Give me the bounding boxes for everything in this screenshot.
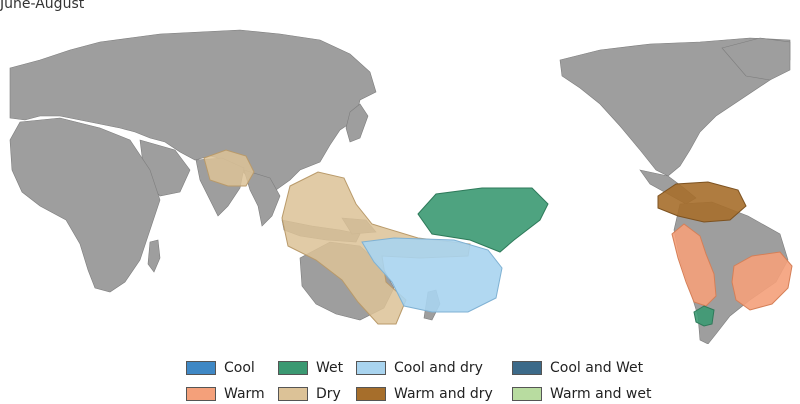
- legend-item-cool-and-wet: Cool and Wet: [512, 358, 643, 378]
- legend-swatch-dry: [278, 387, 308, 401]
- region-warm-west-south-america: [671, 223, 717, 307]
- legend-label: Warm and dry: [394, 386, 493, 402]
- greenland-landmass: [721, 37, 791, 81]
- legend-item-warm-and-wet: Warm and wet: [512, 384, 651, 404]
- legend-label: Wet: [316, 360, 344, 376]
- africa-landmass: [9, 117, 161, 293]
- legend-swatch-warm-and-dry: [356, 387, 386, 401]
- legend-label: Warm and wet: [550, 386, 652, 402]
- legend-label: Dry: [316, 386, 341, 402]
- legend-swatch-wet: [278, 361, 308, 375]
- legend-swatch-cool-and-wet: [512, 361, 542, 375]
- region-wet-central-chile: [693, 305, 715, 327]
- legend-item-cool: Cool: [186, 358, 255, 378]
- legend-item-dry: Dry: [278, 384, 341, 404]
- legend-item-warm: Warm: [186, 384, 265, 404]
- legend-swatch-cool-and-dry: [356, 361, 386, 375]
- legend-label: Warm: [224, 386, 265, 402]
- world-map: [0, 20, 800, 344]
- region-dry-india: [203, 149, 255, 187]
- legend-swatch-warm: [186, 387, 216, 401]
- legend-swatch-cool: [186, 361, 216, 375]
- legend-label: Cool: [224, 360, 255, 376]
- eurasia-landmass: [9, 29, 377, 193]
- legend-item-cool-and-dry: Cool and dry: [356, 358, 483, 378]
- legend-swatch-warm-and-wet: [512, 387, 542, 401]
- legend-label: Cool and Wet: [550, 360, 644, 376]
- region-warm-dry-central-america: [657, 181, 747, 223]
- legend-label: Cool and dry: [394, 360, 483, 376]
- region-wet-central-pacific: [417, 187, 549, 253]
- region-warm-east-brazil: [731, 251, 793, 311]
- madagascar-landmass: [147, 239, 161, 273]
- map-title: June-August: [0, 0, 85, 12]
- legend-item-wet: Wet: [278, 358, 343, 378]
- north-america-landmass: [559, 37, 791, 177]
- southeast-asia-landmass: [243, 169, 281, 227]
- legend: Cool Wet Cool and dry Cool and Wet Warm …: [0, 352, 800, 402]
- legend-item-warm-and-dry: Warm and dry: [356, 384, 493, 404]
- impact-regions: [203, 149, 793, 327]
- japan-landmass: [345, 103, 369, 143]
- region-cool-dry-sw-pacific: [361, 237, 503, 313]
